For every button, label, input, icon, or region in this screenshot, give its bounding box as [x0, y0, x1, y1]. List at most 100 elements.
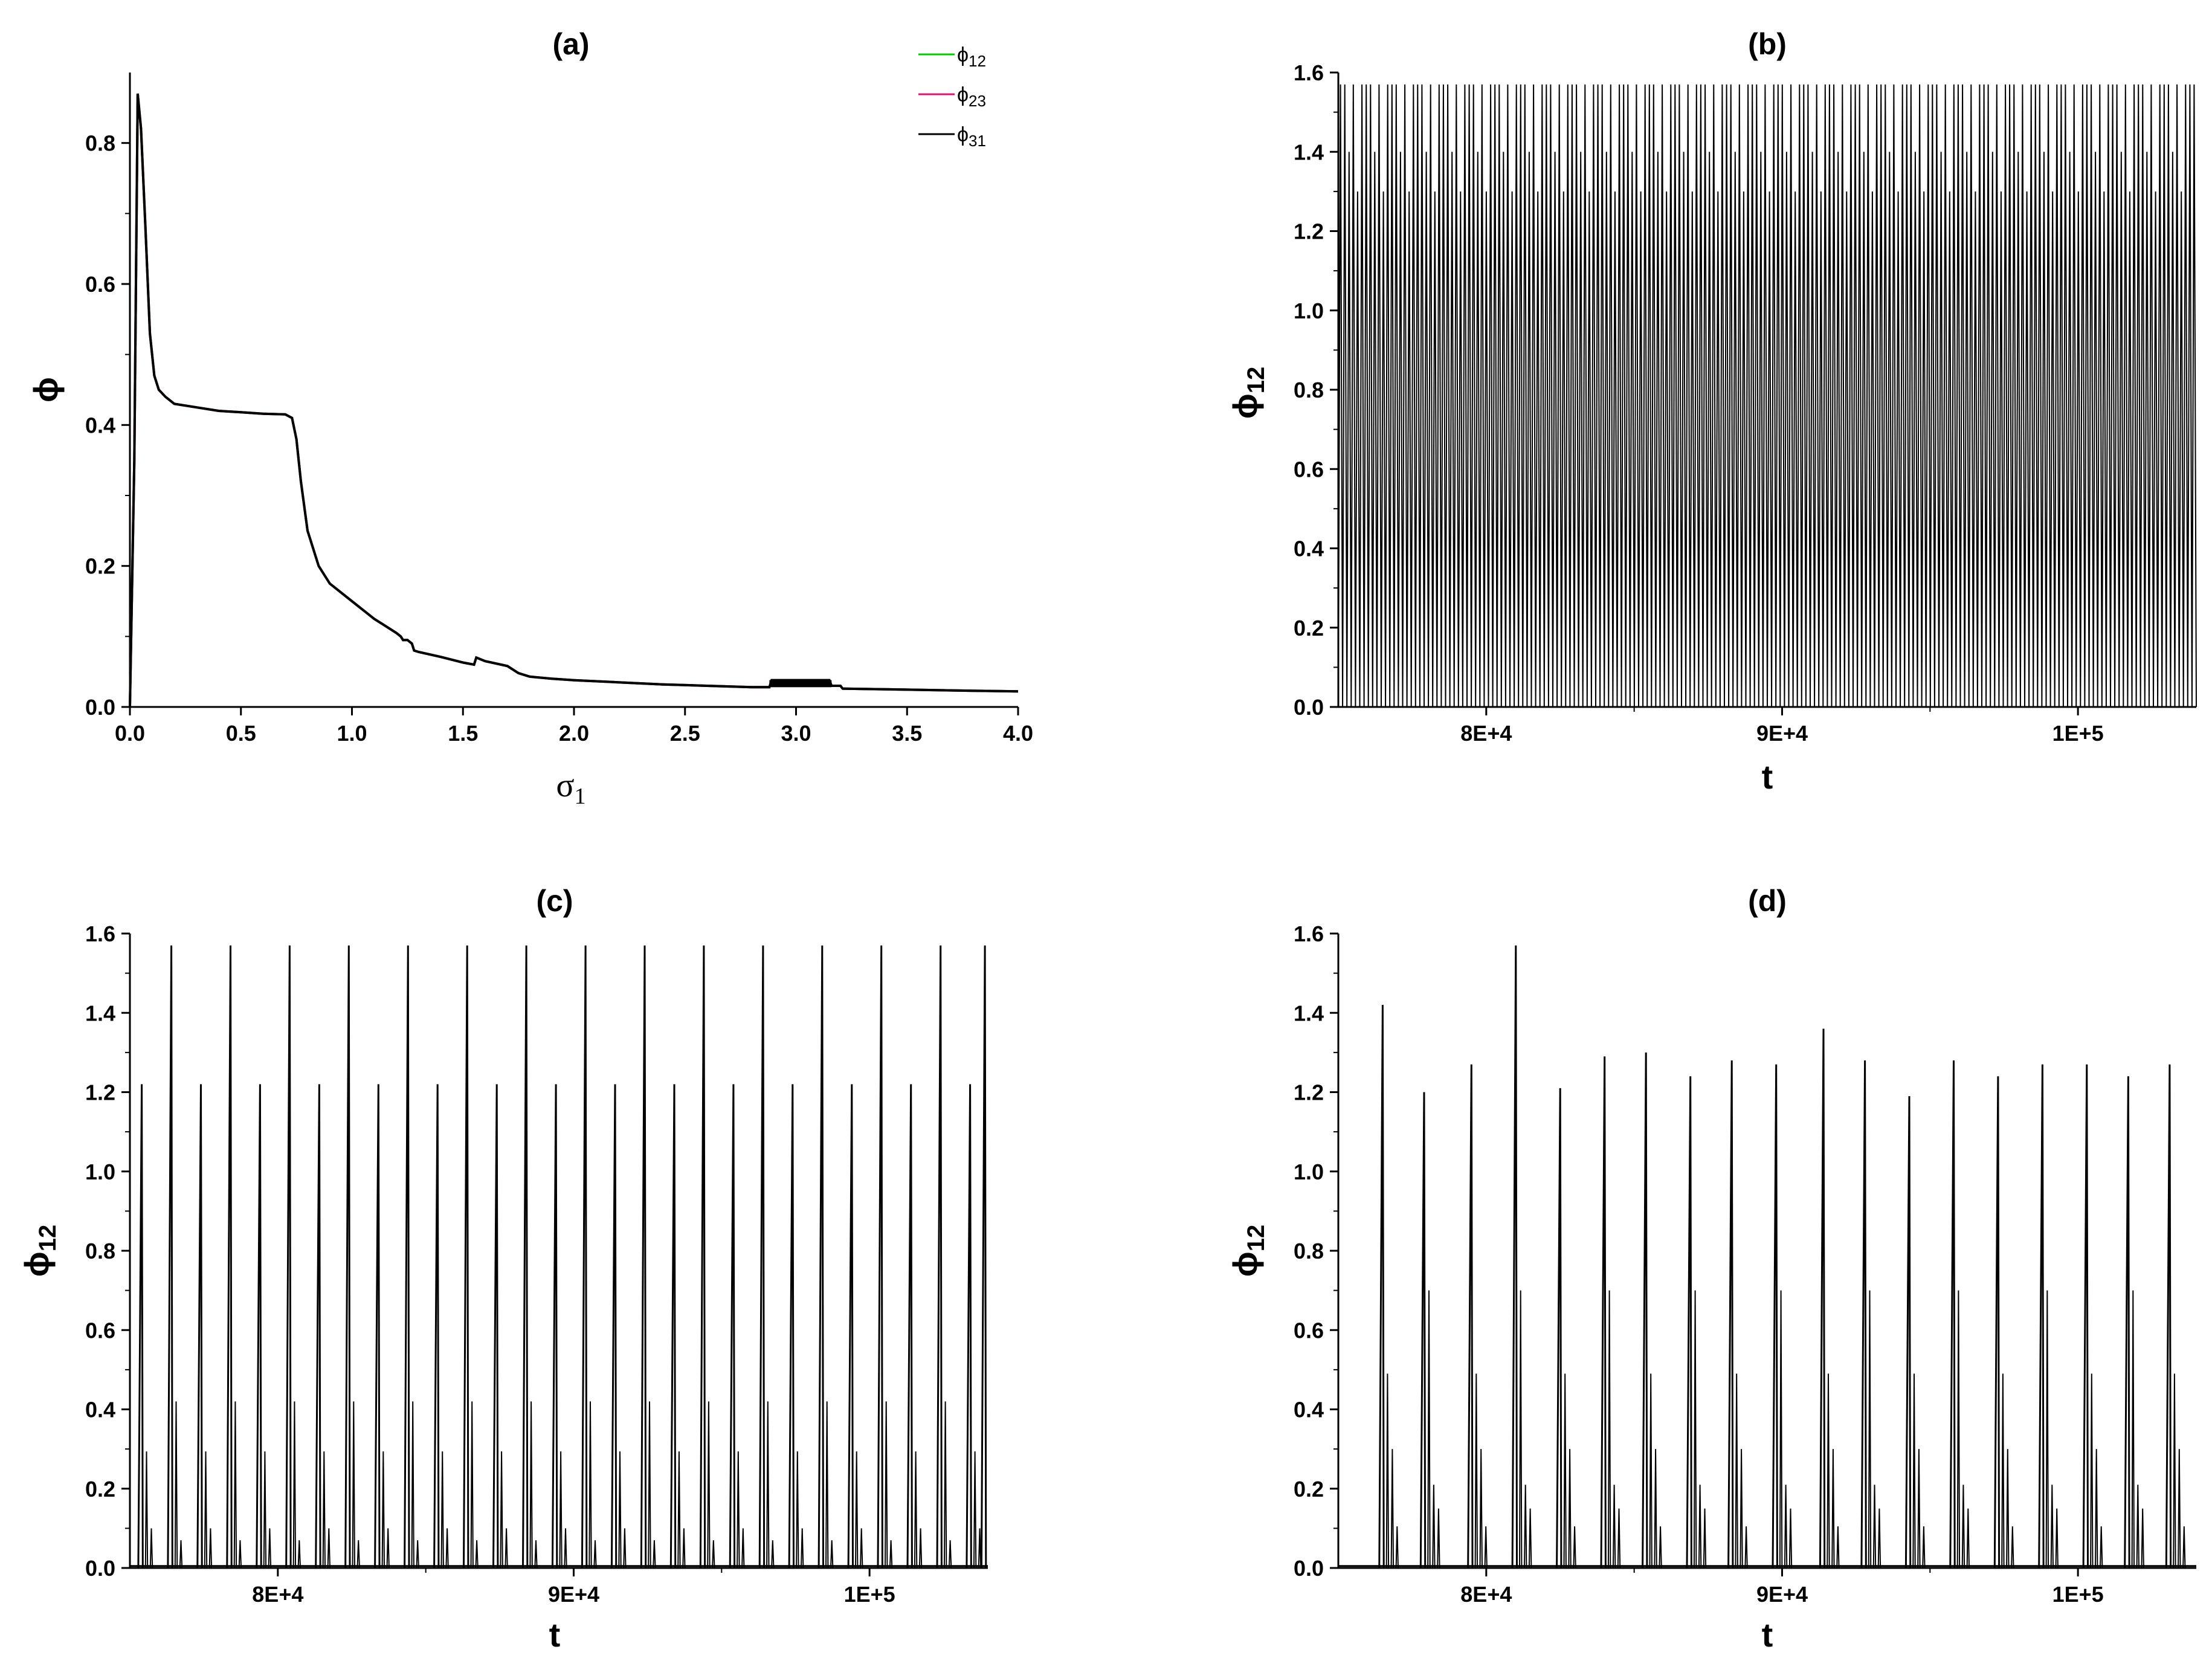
panel-c-secondary-spike	[440, 1451, 444, 1569]
panel-c-secondary-spike	[475, 1540, 479, 1569]
panel-c-secondary-spike	[297, 1540, 301, 1569]
panel-c-secondary-spike	[682, 1528, 686, 1569]
panel-c-secondary-spike	[593, 1540, 597, 1569]
panel-d-secondary-spike	[1524, 1485, 1527, 1569]
panel-d-secondary-spike	[1961, 1485, 1965, 1569]
panel-c-spike	[404, 945, 410, 1569]
panel-d-secondary-spike	[1395, 1526, 1399, 1569]
panel-c-secondary-spike	[174, 1401, 178, 1569]
panel-c-secondary-spike	[149, 1528, 153, 1569]
plot-a-area: 0.0 0.5 1.0 1.5 2.0 2.5 3.0 3.5 4.0 0.0 0.2 0.4 0.6 0…	[85, 73, 1033, 746]
panel-b-y-tick-label: 0.2	[1294, 616, 1324, 640]
panel-c-secondary-spike	[623, 1528, 627, 1569]
panel-c-secondary-spike	[327, 1528, 331, 1569]
panel-c-secondary-spike	[445, 1528, 449, 1569]
panel-c-secondary-spike	[889, 1540, 893, 1569]
panel-d-spike	[1378, 1005, 1385, 1569]
panel-a-y-tick-label: 0.0	[85, 695, 115, 720]
panel-c-ylabel: ϕ	[18, 1251, 56, 1277]
panel-c-secondary-spike	[948, 1540, 952, 1569]
panel-d-ylabel-group: ϕ12	[1226, 1225, 1269, 1277]
panel-b-x-tick-label: 9E+4	[1756, 721, 1808, 746]
panel-a-ylabel: ϕ	[27, 377, 65, 402]
panel-d-y-tick-label: 0.0	[1294, 1556, 1324, 1581]
panel-c-secondary-spike	[144, 1451, 149, 1569]
panel-c-secondary-spike	[771, 1540, 775, 1569]
panel-d-spike	[2082, 1064, 2089, 1569]
panel-a-series-ϕ23	[129, 93, 1019, 708]
panel-c-secondary-spike	[268, 1528, 272, 1569]
legend-label: ϕ23	[957, 83, 986, 110]
panel-c-secondary-spike	[322, 1451, 326, 1569]
panel-b-ylabel: ϕ	[1226, 393, 1264, 419]
panel-c-spike	[877, 945, 883, 1569]
panel-c-secondary-spike	[238, 1540, 242, 1569]
plot-c-area: 8E+4 9E+4 1E+5 0.0 0.2 0.4 0.6 0.8 1.0 1.2 1.4 1.6	[85, 921, 988, 1607]
panel-d-secondary-spike	[2100, 1526, 2103, 1569]
panel-d-y-tick-label: 1.4	[1294, 1001, 1324, 1025]
panel-d-secondary-spike	[1827, 1373, 1830, 1569]
panel-c-secondary-spike	[356, 1540, 360, 1569]
panel-d-secondary-spike	[1693, 1290, 1697, 1569]
panel-b-series	[1338, 84, 2197, 708]
panel-d-y-tick-label: 1.2	[1294, 1080, 1324, 1105]
panel-d-secondary-spike	[1519, 1290, 1523, 1569]
legend-label-sub: 12	[969, 52, 986, 70]
panel-c-ylabel-group: ϕ12	[18, 1225, 61, 1277]
panel-c-spike	[226, 945, 233, 1569]
panel-c-secondary-spike	[416, 1540, 419, 1569]
panel-c-secondary-spike	[505, 1528, 508, 1569]
panel-d-secondary-spike	[1654, 1449, 1657, 1569]
panel-c-secondary-spike	[677, 1451, 681, 1569]
panel-c-secondary-spike	[618, 1451, 622, 1569]
panel-d-spike	[1467, 1064, 1474, 1569]
panel-d-secondary-spike	[2090, 1373, 2094, 1569]
panel-d-y-tick-label: 0.4	[1294, 1398, 1324, 1422]
panel-c-x-tick-label: 8E+4	[252, 1582, 303, 1607]
panel-d-ylabel-sub: 12	[1243, 1225, 1269, 1252]
panel-c-secondary-spike	[914, 1451, 918, 1569]
panel-d-secondary-spike	[1528, 1508, 1532, 1569]
panel-c-secondary-spike	[766, 1401, 770, 1569]
panel-d-secondary-spike	[2006, 1449, 2010, 1569]
panel-c-xlabel: t	[549, 1616, 561, 1654]
panel-d-secondary-spike	[2173, 1373, 2176, 1569]
panel-d-spike	[1686, 1076, 1692, 1569]
panel-c-secondary-spike	[204, 1451, 208, 1569]
panel-c-secondary-spike	[712, 1540, 715, 1569]
panel-c-secondary-spike	[352, 1401, 355, 1569]
panel-c-spike	[581, 945, 588, 1569]
panel-c-spike	[256, 1084, 262, 1569]
panel-c-secondary-spike	[830, 1540, 834, 1569]
panel-c-x-tick-label: 1E+5	[844, 1582, 895, 1607]
panel-b-x-tick-label: 1E+5	[2052, 721, 2104, 746]
panel-c-secondary-spike	[292, 1401, 297, 1569]
panel-c-secondary-spike	[559, 1451, 563, 1569]
panel-c-spike	[344, 945, 351, 1569]
panel-d-secondary-spike	[1784, 1485, 1788, 1569]
panel-d-y-tick-label: 0.8	[1294, 1239, 1324, 1263]
panel-d-secondary-spike	[1563, 1373, 1567, 1569]
panel-c-spike	[966, 1084, 972, 1569]
panel-d-secondary-spike	[1484, 1526, 1488, 1569]
panel-c-secondary-spike	[737, 1451, 740, 1569]
panel-d-spike	[1860, 1060, 1867, 1569]
panel-b-x-tick-label: 8E+4	[1460, 721, 1512, 746]
legend-label-main: ϕ	[957, 123, 969, 146]
panel-d-xlabel: t	[1762, 1616, 1773, 1654]
panel-d-spike	[1904, 1096, 1912, 1569]
panel-c-secondary-spike	[564, 1528, 567, 1569]
panel-c-spike	[610, 1084, 617, 1569]
panel-c-secondary-spike	[381, 1451, 385, 1569]
panel-b-y-tick-label: 1.6	[1294, 60, 1324, 85]
panel-d-secondary-spike	[2182, 1526, 2186, 1569]
panel-d-secondary-spike	[1740, 1449, 1743, 1569]
panel-a-title: (a)	[552, 27, 589, 61]
legend-label: ϕ31	[957, 123, 986, 150]
panel-c-secondary-spike	[588, 1401, 592, 1569]
panel-d-secondary-spike	[1568, 1449, 1572, 1569]
panel-c-spike	[463, 945, 469, 1569]
panel-c-spike	[315, 1084, 321, 1569]
panel-c-spike	[729, 1084, 736, 1569]
panel-c-spike	[817, 945, 824, 1569]
